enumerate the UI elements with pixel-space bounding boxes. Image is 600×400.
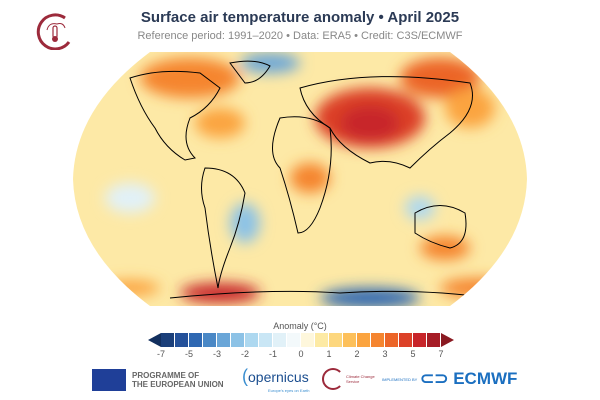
colorbar-tick: -7 (156, 349, 165, 359)
ecmwf-wordmark: ECMWF (453, 369, 518, 388)
colorbar-tick: -1 (268, 349, 277, 359)
colorbar-bin (259, 333, 272, 347)
colorbar-tick: 0 (298, 349, 304, 359)
colorbar-tick: 7 (438, 349, 444, 359)
climate-thermometer-icon (36, 13, 71, 50)
colorbar-tick: -3 (212, 349, 221, 359)
colorbar-bin (203, 333, 216, 347)
colorbar-bin (301, 333, 314, 347)
colorbar-under-arrow (148, 333, 161, 347)
colorbar-tick: 2 (354, 349, 360, 359)
colorbar-bin (329, 333, 342, 347)
implemented-by-text: IMPLEMENTED BY (382, 377, 418, 382)
colorbar-bin (427, 333, 440, 347)
south-america-coastline (201, 167, 246, 289)
copernicus-c-icon: ( (242, 366, 248, 386)
colorbar-bin (287, 333, 300, 347)
eu-programme-line: PROGRAMME OF (132, 371, 200, 380)
antarctica-coastline (169, 290, 491, 299)
copernicus-logo: (opernicus (242, 367, 309, 386)
north-america-coastline (129, 70, 221, 161)
colorbar (148, 333, 454, 347)
colorbar-tick: 1 (326, 349, 332, 359)
copernicus-wordmark: opernicus (248, 369, 309, 385)
colorbar-tick: 3 (382, 349, 388, 359)
temperature-anomaly-map (73, 52, 527, 306)
australia-coastline (414, 205, 467, 249)
colorbar-bin (343, 333, 356, 347)
eu-programme-line: THE EUROPEAN UNION (132, 380, 224, 389)
colorbar-bin (399, 333, 412, 347)
colorbar-tick: -5 (184, 349, 193, 359)
colorbar-bin (273, 333, 286, 347)
c3s-logo-icon (322, 368, 344, 390)
copernicus-tagline: Europe's eyes on Earth (268, 388, 310, 393)
colorbar-bin (161, 333, 174, 347)
eu-programme-text: PROGRAMME OF THE EUROPEAN UNION (132, 371, 224, 389)
colorbar-bin (175, 333, 188, 347)
colorbar-bin (371, 333, 384, 347)
colorbar-label: Anomaly (°C) (273, 321, 327, 331)
colorbar-bin (217, 333, 230, 347)
colorbar-bin (245, 333, 258, 347)
eurasia-coastline (299, 76, 473, 169)
coastlines (129, 60, 491, 299)
colorbar-bin (413, 333, 426, 347)
colorbar-bin (357, 333, 370, 347)
colorbar-bin (315, 333, 328, 347)
ecmwf-symbol-icon: ⊂⊃ (420, 369, 454, 388)
eu-flag-icon (92, 369, 126, 391)
colorbar-over-arrow (441, 333, 454, 347)
colorbar-bin (231, 333, 244, 347)
ecmwf-logo: ⊂⊃ ECMWF (420, 369, 517, 389)
colorbar-tick: -2 (240, 349, 249, 359)
colorbar-bin (385, 333, 398, 347)
page-subtitle: Reference period: 1991–2020 • Data: ERA5… (137, 30, 463, 42)
colorbar-tick: 5 (410, 349, 416, 359)
colorbar-bin (189, 333, 202, 347)
page-title: Surface air temperature anomaly • April … (140, 9, 460, 26)
greenland-coastline (229, 60, 271, 84)
c3s-text: Climate Change Service (346, 374, 375, 384)
